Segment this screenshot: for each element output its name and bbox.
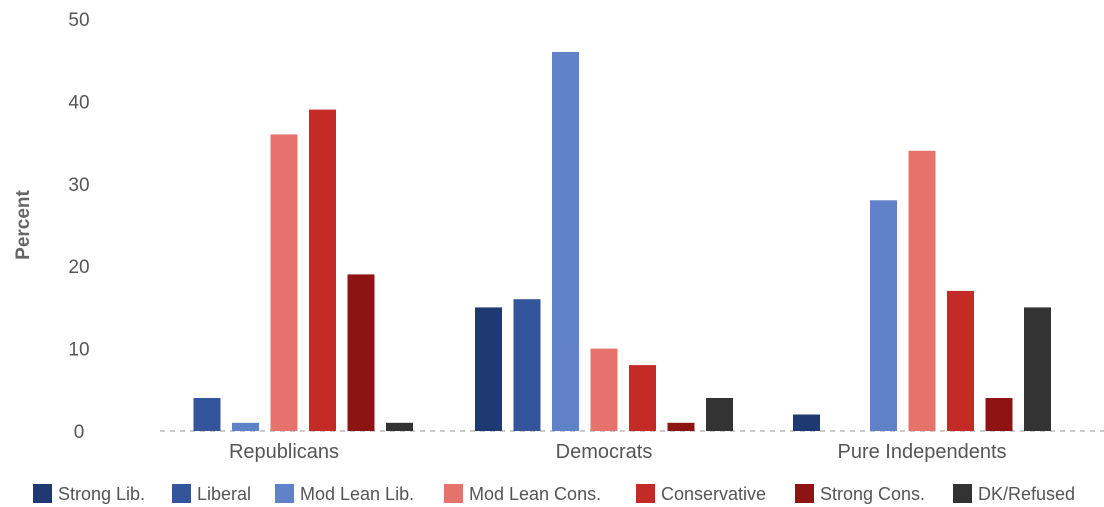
legend-swatch bbox=[275, 484, 294, 503]
y-tick-label: 30 bbox=[68, 175, 89, 196]
legend: Strong Lib. Liberal Mod Lean Lib. Mod Lean … bbox=[33, 484, 1075, 504]
bars bbox=[193, 52, 1051, 432]
bar bbox=[386, 422, 413, 431]
x-category-label: Republicans bbox=[229, 441, 339, 463]
bar bbox=[232, 422, 259, 431]
bar bbox=[347, 274, 375, 431]
x-axis: Republicans Democrats Pure Independents bbox=[229, 441, 1007, 463]
bar bbox=[309, 109, 336, 431]
bar bbox=[590, 348, 618, 431]
y-tick-label: 50 bbox=[68, 10, 89, 31]
bar bbox=[513, 299, 541, 431]
legend-label: Liberal bbox=[197, 484, 251, 504]
bar bbox=[475, 307, 502, 431]
bar bbox=[706, 398, 733, 431]
y-tick-label: 0 bbox=[74, 422, 85, 443]
bar bbox=[947, 290, 974, 431]
legend-swatch bbox=[33, 484, 52, 503]
bar bbox=[793, 414, 820, 431]
bar bbox=[193, 398, 221, 431]
legend-label: DK/Refused bbox=[978, 484, 1075, 504]
bar bbox=[552, 52, 579, 431]
legend-swatch bbox=[444, 484, 463, 503]
y-tick-label: 10 bbox=[68, 340, 89, 361]
y-axis-label: Percent bbox=[13, 189, 34, 259]
legend-swatch bbox=[953, 484, 972, 503]
legend-label: Conservative bbox=[661, 484, 766, 504]
bar bbox=[667, 422, 695, 431]
x-category-label: Democrats bbox=[556, 441, 653, 463]
bar bbox=[870, 200, 897, 431]
bar bbox=[270, 134, 298, 431]
x-category-label: Pure Independents bbox=[837, 441, 1006, 463]
y-axis: 0 10 20 30 40 50 bbox=[68, 10, 89, 443]
legend-label: Strong Lib. bbox=[58, 484, 145, 504]
bar bbox=[985, 398, 1013, 431]
legend-swatch bbox=[795, 484, 814, 503]
bar bbox=[1024, 307, 1051, 431]
bar bbox=[908, 150, 936, 432]
y-tick-label: 20 bbox=[68, 257, 89, 278]
bar bbox=[629, 365, 656, 431]
legend-label: Mod Lean Lib. bbox=[300, 484, 414, 504]
legend-swatch bbox=[172, 484, 191, 503]
legend-swatch bbox=[636, 484, 655, 503]
legend-label: Strong Cons. bbox=[820, 484, 925, 504]
y-tick-label: 40 bbox=[68, 92, 89, 113]
legend-label: Mod Lean Cons. bbox=[469, 484, 601, 504]
